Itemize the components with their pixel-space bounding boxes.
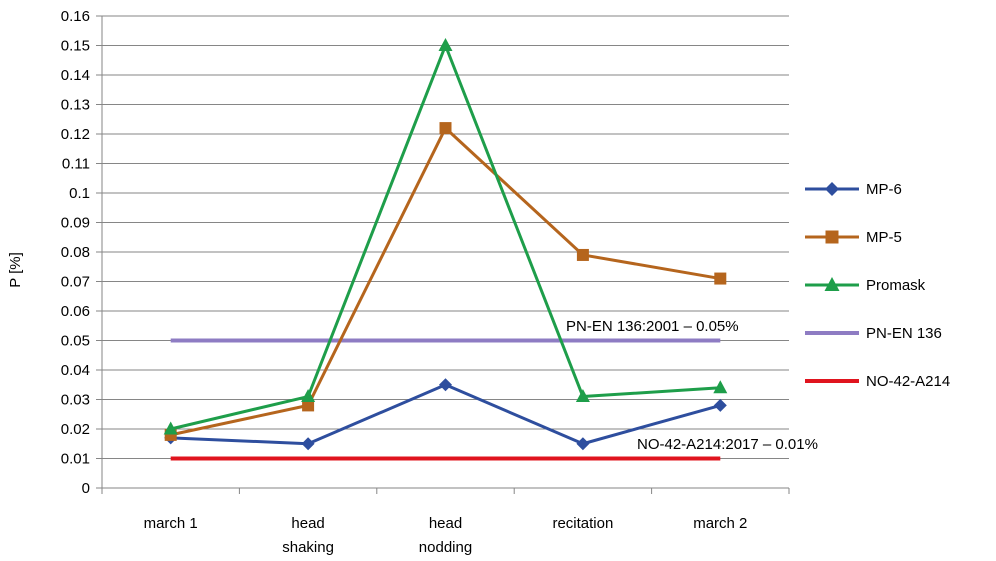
- legend-item: PN-EN 136: [805, 325, 942, 342]
- triangle-marker: [438, 38, 453, 51]
- legend-label: MP-5: [866, 229, 902, 246]
- grid-lines: [102, 15, 789, 459]
- diamond-marker: [439, 378, 452, 392]
- y-tick-label: 0.12: [61, 126, 90, 143]
- triangle-marker: [163, 421, 178, 435]
- legend-label: MP-6: [866, 181, 902, 198]
- square-marker: [714, 272, 727, 285]
- y-tick-label: 0.08: [61, 244, 90, 261]
- y-tick-label: 0.01: [61, 451, 90, 468]
- legend-label: PN-EN 136: [866, 325, 942, 342]
- y-tick-label: 0.15: [61, 38, 90, 55]
- diamond-marker: [301, 437, 315, 451]
- x-tick-label: march 2: [693, 515, 747, 532]
- triangle-marker: [301, 389, 316, 403]
- x-tick-label: head: [429, 515, 462, 532]
- legend-item: Promask: [805, 277, 926, 294]
- x-tick-label: shaking: [282, 539, 334, 556]
- y-tick-label: 0.04: [61, 362, 90, 379]
- y-tick-label: 0.11: [62, 156, 90, 173]
- diamond-marker: [713, 398, 727, 412]
- annotation-pn-en: PN-EN 136:2001 – 0.05%: [566, 318, 739, 335]
- square-marker: [302, 399, 315, 412]
- legend-label: NO-42-A214: [866, 373, 950, 390]
- y-tick-label: 0: [82, 480, 90, 497]
- x-tick-label: recitation: [552, 515, 613, 532]
- series-promask: [163, 38, 728, 435]
- series-line: [170, 44, 721, 431]
- x-tick-label: march 1: [144, 515, 198, 532]
- triangle-marker: [824, 277, 840, 291]
- series-mp-5: [164, 122, 727, 441]
- diamond-marker: [576, 437, 590, 451]
- y-tick-label: 0.14: [61, 67, 90, 84]
- square-marker: [825, 230, 839, 244]
- y-tick-labels: 0 0.01 0.02 0.03 0.04 0.05 0.06 0.07 0.08 0.09 0.1…: [61, 8, 90, 497]
- triangle-marker: [575, 389, 590, 403]
- legend-item: MP-5: [805, 229, 902, 246]
- legend: MP-6 MP-5 Promask PN-EN 136 NO-42-A214: [805, 181, 950, 390]
- y-tick-label: 0.09: [61, 215, 90, 232]
- legend-item: NO-42-A214: [805, 373, 950, 390]
- series-lines: [163, 38, 728, 461]
- square-marker: [439, 122, 452, 135]
- diamond-marker: [825, 182, 839, 196]
- legend-item: MP-6: [805, 181, 902, 198]
- y-tick-label: 0.02: [61, 421, 90, 438]
- y-axis-title: P [%]: [7, 252, 24, 288]
- axes: [96, 15, 790, 494]
- y-tick-label: 0.1: [69, 185, 90, 202]
- x-tick-labels: march 1 head shaking head nodding recitation m…: [144, 515, 748, 556]
- legend-label: Promask: [866, 277, 926, 294]
- y-tick-label: 0.06: [61, 303, 90, 320]
- y-tick-label: 0.13: [61, 97, 90, 114]
- y-tick-label: 0.05: [61, 333, 90, 350]
- y-tick-label: 0.16: [61, 8, 90, 25]
- triangle-marker: [713, 380, 728, 394]
- y-tick-label: 0.03: [61, 392, 90, 409]
- square-marker: [576, 248, 589, 261]
- y-tick-label: 0.07: [61, 274, 90, 291]
- x-tick-label: head: [291, 515, 324, 532]
- x-tick-label: nodding: [419, 539, 472, 556]
- annotation-no-42: NO-42-A214:2017 – 0.01%: [637, 436, 818, 453]
